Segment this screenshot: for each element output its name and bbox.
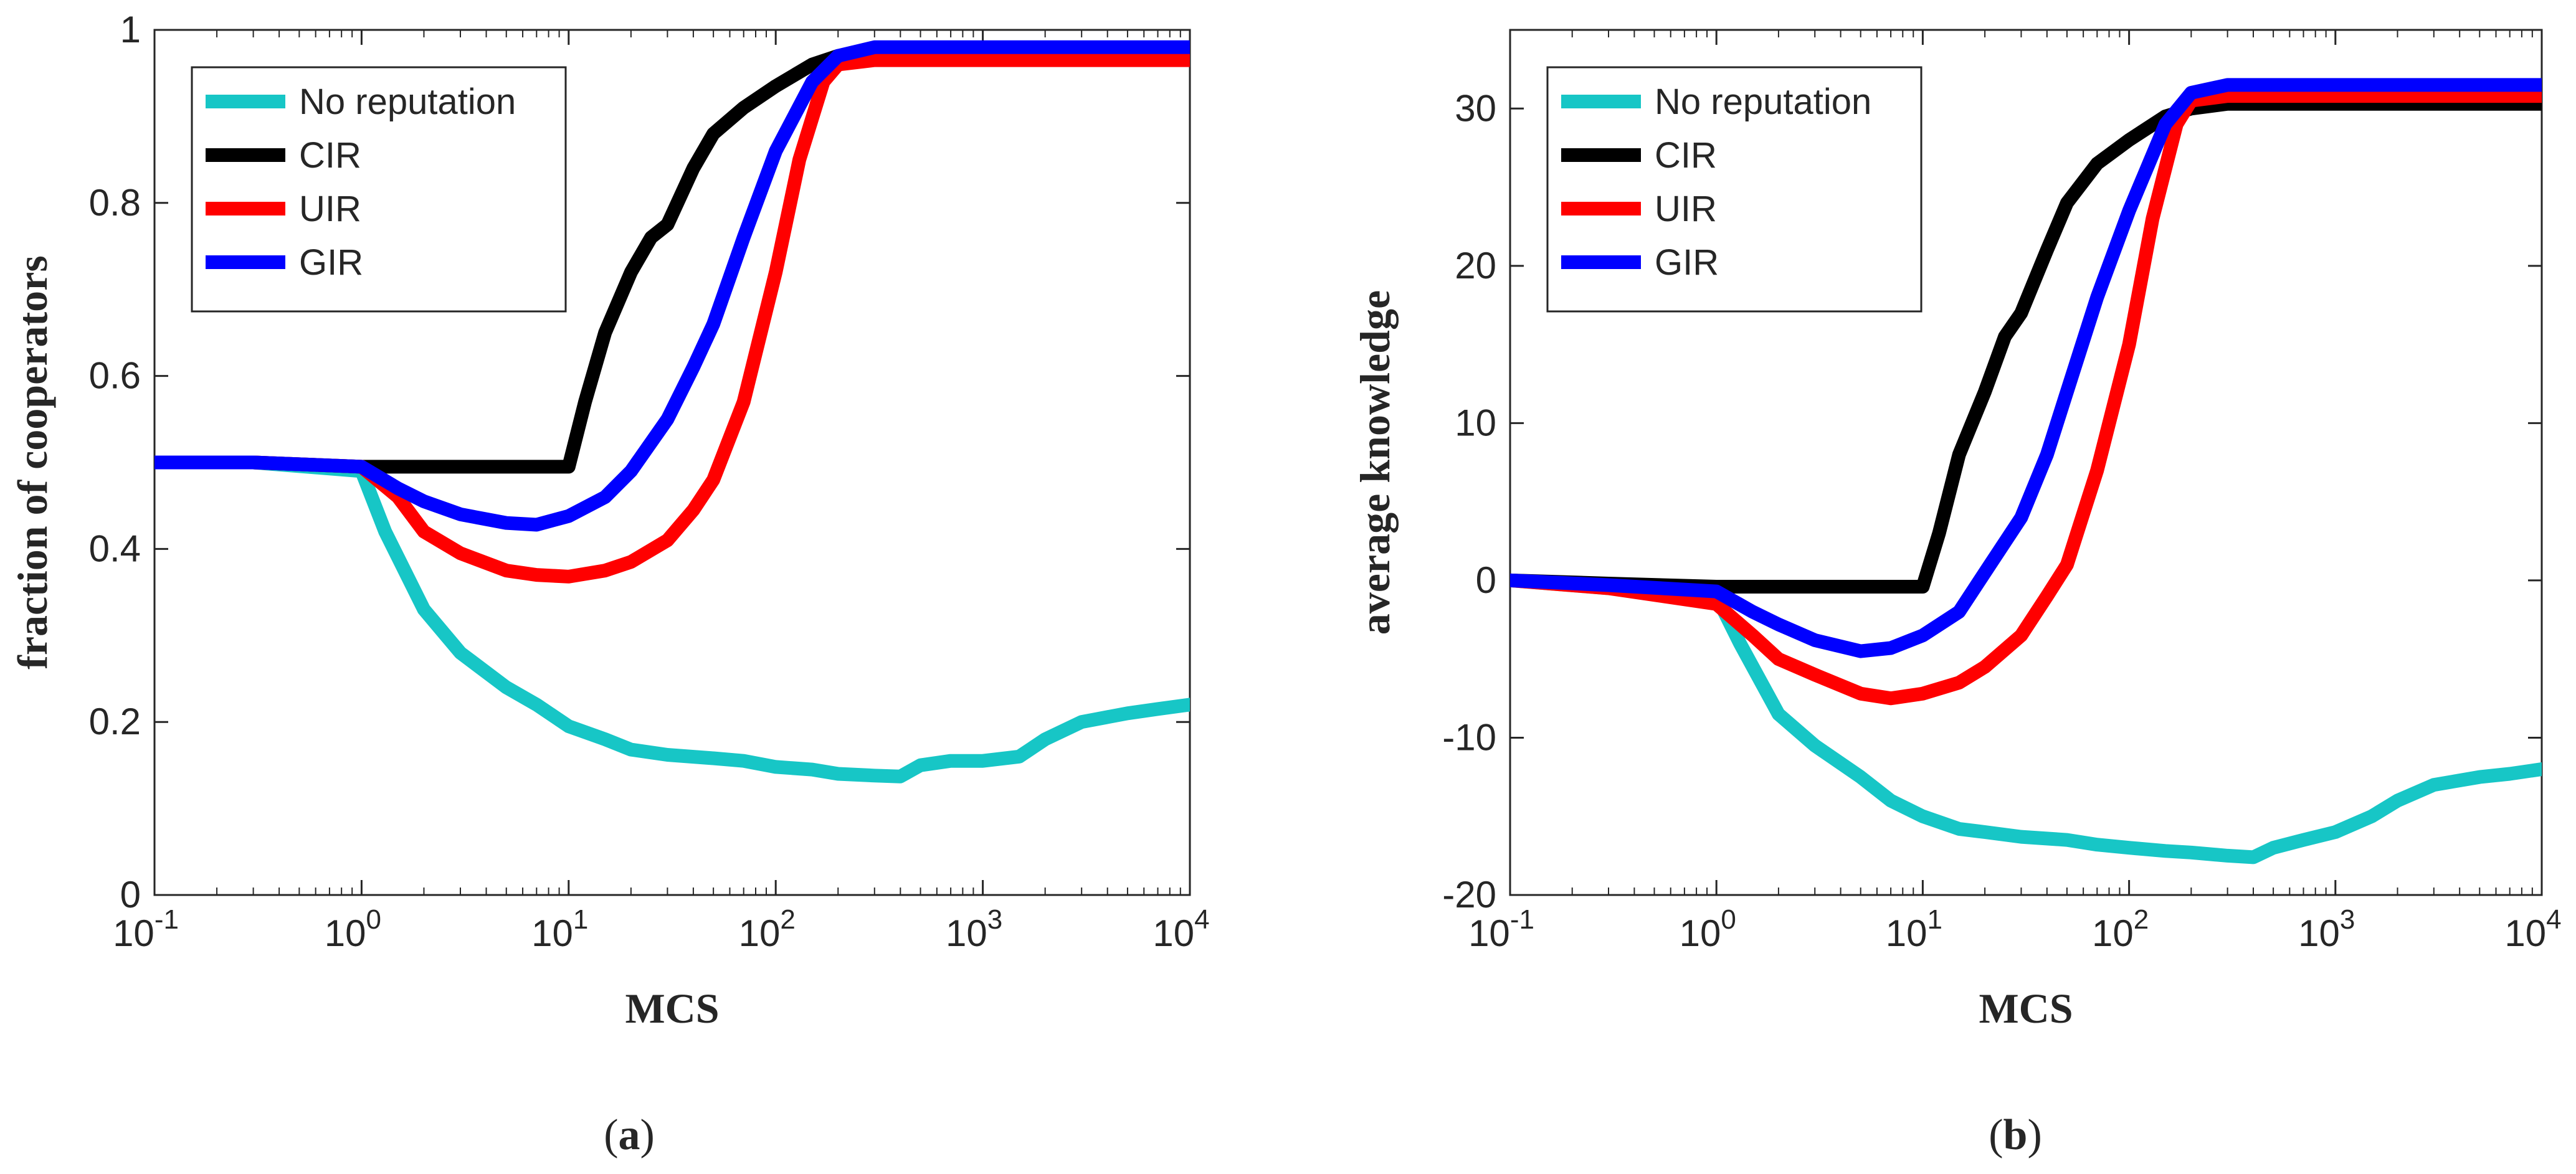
panel-caption: (b) — [1989, 1111, 2042, 1159]
x-tick-base: 10 — [1468, 912, 1510, 954]
x-tick-label: 102 — [2092, 904, 2149, 954]
x-tick-base: 10 — [1886, 912, 1927, 954]
x-tick-base: 10 — [531, 912, 573, 954]
y-tick-label: 0.2 — [89, 701, 141, 742]
x-tick-base: 10 — [1680, 912, 1721, 954]
series-line-UIR — [154, 53, 1190, 584]
x-tick-label: 101 — [1886, 904, 1942, 954]
series-line-no-reputation — [154, 455, 1190, 783]
caption-open: ( — [1989, 1111, 2003, 1159]
legend-label: CIR — [1655, 135, 1717, 176]
x-tick-base: 10 — [113, 912, 154, 954]
series-line-GIR — [154, 40, 1190, 532]
legend-label: CIR — [299, 135, 361, 176]
x-tick-label: 10-1 — [1468, 904, 1534, 954]
caption-close: ) — [640, 1111, 655, 1159]
x-tick-exponent: 1 — [573, 904, 588, 935]
x-tick-label: 103 — [2298, 904, 2355, 954]
x-tick-exponent: 0 — [1721, 904, 1736, 935]
series-line-GIR — [1510, 78, 2542, 658]
y-tick-label: 1 — [120, 9, 141, 50]
x-tick-label: 101 — [531, 904, 588, 954]
y-axis-label: fraction of cooperators — [9, 255, 56, 670]
caption-letter: b — [2003, 1111, 2028, 1159]
legend-label: No reputation — [1655, 82, 1871, 122]
series-line-no-reputation — [1510, 573, 2542, 864]
y-axis-label: average knowledge — [1351, 290, 1399, 635]
x-tick-exponent: 0 — [366, 904, 381, 935]
x-tick-base: 10 — [1153, 912, 1194, 954]
x-tick-exponent: 2 — [2134, 904, 2149, 935]
x-tick-base: 10 — [739, 912, 781, 954]
panel-caption: (a) — [604, 1111, 655, 1159]
x-axis-label: MCS — [1979, 985, 2073, 1032]
x-tick-exponent: 4 — [1194, 904, 1209, 935]
legend-label: GIR — [1655, 242, 1719, 283]
x-tick-base: 10 — [2092, 912, 2134, 954]
x-tick-label: 104 — [2504, 904, 2561, 954]
x-tick-label: 100 — [325, 904, 381, 954]
x-tick-exponent: 3 — [2340, 904, 2355, 935]
y-tick-label: -20 — [1442, 874, 1496, 916]
legend-label: UIR — [1655, 189, 1717, 229]
x-tick-exponent: -1 — [1510, 904, 1534, 935]
x-tick-exponent: 3 — [987, 904, 1002, 935]
y-tick-label: 0 — [120, 874, 141, 916]
x-tick-exponent: 2 — [780, 904, 795, 935]
x-tick-base: 10 — [946, 912, 987, 954]
x-tick-label: 104 — [1153, 904, 1209, 954]
caption-letter: a — [619, 1111, 640, 1159]
y-tick-label: 20 — [1455, 245, 1496, 286]
x-tick-base: 10 — [2298, 912, 2340, 954]
y-tick-label: 0 — [1476, 559, 1496, 601]
x-tick-label: 103 — [946, 904, 1002, 954]
y-tick-label: 0.8 — [89, 182, 141, 224]
legend-label: No reputation — [299, 82, 516, 122]
x-tick-base: 10 — [2504, 912, 2546, 954]
x-tick-exponent: 1 — [1927, 904, 1942, 935]
caption-close: ) — [2027, 1111, 2041, 1159]
y-tick-label: 10 — [1455, 402, 1496, 443]
x-tick-exponent: -1 — [154, 904, 179, 935]
y-tick-label: -10 — [1442, 716, 1496, 758]
x-tick-label: 102 — [739, 904, 796, 954]
x-tick-label: 10-1 — [113, 904, 179, 954]
y-tick-label: 0.4 — [89, 528, 141, 569]
legend-label: UIR — [299, 189, 361, 229]
x-tick-base: 10 — [325, 912, 366, 954]
legend-label: GIR — [299, 242, 363, 283]
caption-open: ( — [604, 1111, 618, 1159]
y-tick-label: 0.6 — [89, 355, 141, 397]
y-tick-label: 30 — [1455, 87, 1496, 129]
x-tick-label: 100 — [1680, 904, 1736, 954]
x-axis-label: MCS — [625, 985, 719, 1032]
x-tick-exponent: 4 — [2546, 904, 2561, 935]
